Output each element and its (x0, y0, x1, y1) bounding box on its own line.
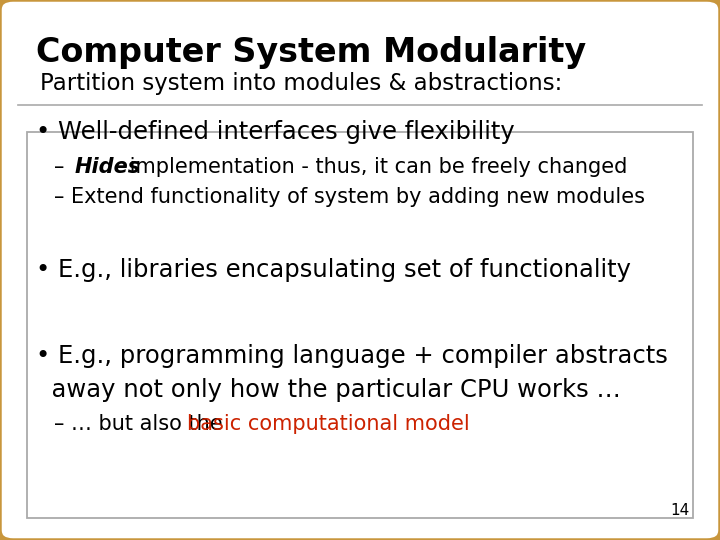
Text: implementation - thus, it can be freely changed: implementation - thus, it can be freely … (123, 157, 628, 178)
Text: • E.g., programming language + compiler abstracts: • E.g., programming language + compiler … (36, 345, 668, 368)
Text: –: – (54, 157, 64, 178)
Text: – … but also the: – … but also the (54, 414, 229, 434)
Text: 14: 14 (671, 503, 690, 518)
Text: Hides: Hides (74, 157, 140, 178)
Text: – Extend functionality of system by adding new modules: – Extend functionality of system by addi… (54, 187, 645, 207)
Text: • E.g., libraries encapsulating set of functionality: • E.g., libraries encapsulating set of f… (36, 258, 631, 282)
Text: basic computational model: basic computational model (187, 414, 470, 434)
Text: • Well-defined interfaces give flexibility: • Well-defined interfaces give flexibili… (36, 120, 515, 144)
FancyBboxPatch shape (27, 132, 693, 518)
Text: away not only how the particular CPU works …: away not only how the particular CPU wor… (36, 378, 621, 402)
Text: Computer System Modularity: Computer System Modularity (36, 36, 586, 69)
Text: Partition system into modules & abstractions:: Partition system into modules & abstract… (40, 72, 562, 95)
